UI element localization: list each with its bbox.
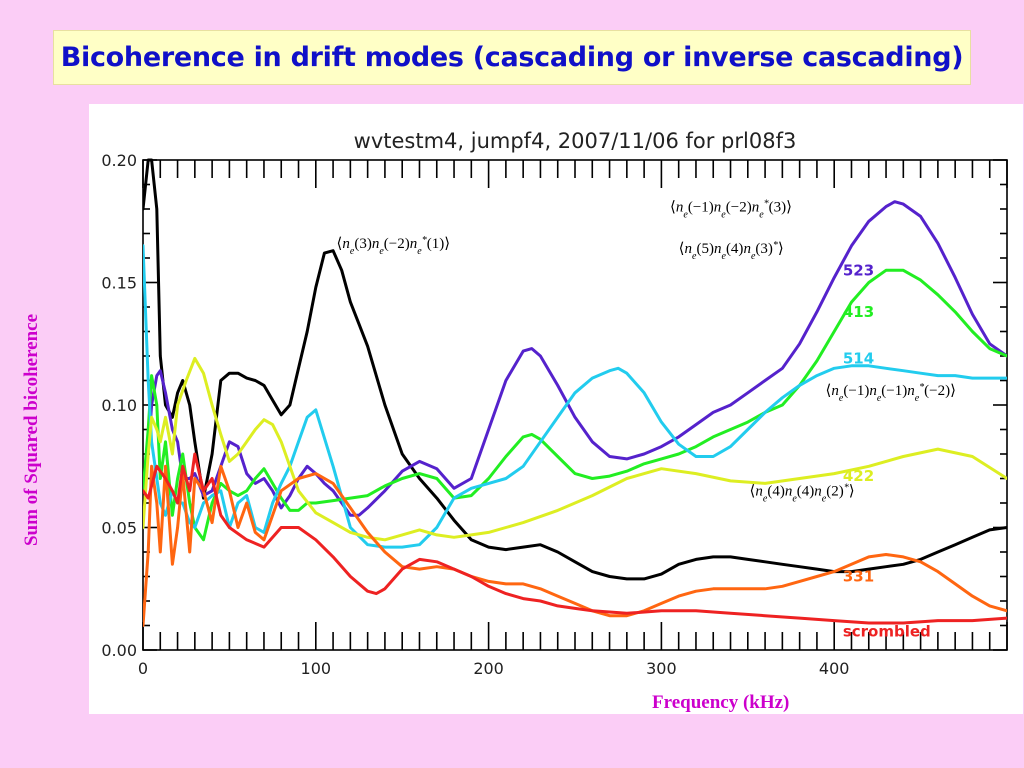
x-tick-label: 0	[138, 659, 148, 678]
plot-panel: wvtestm4, jumpf4, 2007/11/06 for prl08f3…	[89, 104, 1023, 714]
series-line-523	[143, 200, 1007, 517]
triplet-annotation: ⟨ne(−1)ne(−1)ne*(−2)⟩	[826, 382, 956, 404]
triplet-annotation: ⟨ne(−1)ne(−2)ne*(3)⟩	[670, 198, 792, 220]
y-axis-label: Sum of Squared bicoherence	[21, 313, 42, 547]
triplet-annotation: ⟨ne(4)ne(4)ne(2)*⟩	[750, 482, 855, 504]
tick-marks	[142, 159, 1008, 651]
bicoherence-chart: wvtestm4, jumpf4, 2007/11/06 for prl08f3…	[101, 129, 1008, 678]
slide-title-box: Bicoherence in drift modes (cascading or…	[53, 30, 971, 85]
triplet-annotation: ⟨ne(3)ne(−2)ne*(1)⟩	[337, 235, 451, 257]
series-label: scrombled	[843, 623, 931, 641]
plot-frame	[142, 159, 1008, 651]
triplet-annotation: ⟨ne(5)ne(4)ne(3)*⟩	[679, 240, 784, 262]
series-line-413	[143, 268, 1007, 542]
slide-title: Bicoherence in drift modes (cascading or…	[60, 42, 964, 73]
series-label: 331	[843, 568, 874, 586]
series-label: 422	[843, 467, 874, 485]
series-line-422	[143, 356, 1007, 542]
x-axis-label: Frequency (kHz)	[652, 692, 790, 713]
x-tick-label: 200	[473, 659, 504, 678]
x-tick-label: 300	[646, 659, 677, 678]
series-line-514	[143, 244, 1007, 549]
series-label: 523	[843, 261, 874, 279]
x-tick-label: 400	[819, 659, 850, 678]
chart-title: wvtestm4, jumpf4, 2007/11/06 for prl08f3	[354, 129, 797, 153]
series-label: 514	[843, 349, 874, 367]
series-label: 413	[843, 303, 874, 321]
y-tick-label: 0.10	[101, 396, 137, 415]
series-lines	[143, 158, 1007, 627]
y-tick-label: 0.00	[101, 641, 137, 660]
x-tick-label: 100	[301, 659, 332, 678]
y-tick-label: 0.15	[101, 274, 137, 293]
y-tick-label: 0.05	[101, 519, 137, 538]
series-line-scrombled	[143, 452, 1007, 625]
y-tick-label: 0.20	[101, 151, 137, 170]
